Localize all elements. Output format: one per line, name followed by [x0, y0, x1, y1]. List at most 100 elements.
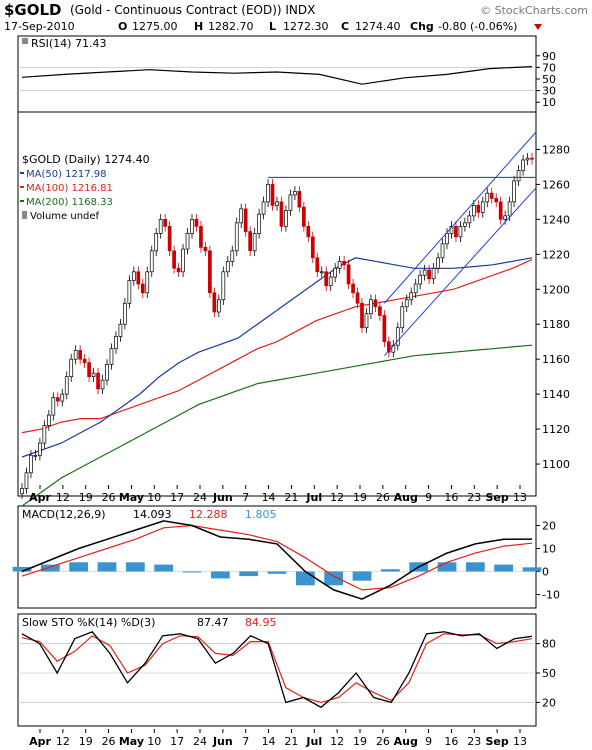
candle-body: [284, 210, 288, 227]
price-tick-label: 1100: [542, 458, 570, 471]
candle-body: [127, 280, 132, 304]
macd-histogram-bar: [40, 564, 60, 572]
open-value: 1275.00: [132, 20, 178, 33]
price-tick-label: 1240: [542, 213, 570, 226]
macd-histogram-bar: [522, 567, 542, 572]
candle-body: [512, 180, 516, 203]
x-axis-middle: Apr 12 19 26 May 10 17 24 Jun 7 14 21 Jul 12 19 26 Aug 9 1…: [29, 485, 527, 504]
price-tick-label: 1120: [542, 423, 570, 436]
sto-label: Slow STO %K(14) %D(3): [22, 616, 155, 629]
sto-tick-label: 80: [542, 638, 556, 651]
x-tick-label: 14: [262, 491, 276, 504]
price-title: $GOLD (Daily) 1274.40: [22, 153, 150, 166]
candle-body: [306, 226, 311, 238]
candle-body: [167, 226, 172, 252]
x-tick-label: 16: [444, 735, 458, 748]
x-tick-label: May: [119, 491, 144, 504]
x-tick-label: 17: [170, 491, 184, 504]
x-tick-label: 13: [513, 491, 527, 504]
macd-histogram-bar: [182, 571, 202, 573]
x-tick-label: Jul: [305, 735, 322, 748]
candle-body: [91, 372, 96, 378]
candle-body: [136, 271, 141, 285]
sto-k-value: 87.47: [197, 616, 229, 629]
candle-body: [105, 364, 109, 381]
change-label: Chg: [410, 20, 434, 33]
candle-body: [109, 348, 114, 365]
candle-body: [422, 269, 427, 276]
macd-histogram-bar: [69, 562, 89, 572]
legend-ma50: MA(50) 1217.98: [26, 169, 107, 180]
macd-histogram-bar: [437, 562, 457, 572]
candle-body: [212, 292, 217, 313]
rsi-tick-label: 10: [542, 96, 556, 109]
candle-body: [467, 215, 472, 224]
x-tick-label: 10: [147, 735, 161, 748]
candle-body: [516, 170, 521, 182]
candle-body: [297, 191, 302, 208]
candle-body: [404, 299, 409, 308]
candle-body: [158, 219, 163, 234]
candle-body: [51, 397, 56, 416]
price-tick-label: 1220: [542, 248, 570, 261]
candle-body: [239, 208, 244, 224]
x-tick-label: Jun: [212, 491, 233, 504]
channel-upper-line: [383, 131, 537, 304]
sto-tick-label: 50: [542, 667, 556, 680]
price-legend: $GOLD (Daily) 1274.40 MA(50) 1217.98 MA(…: [20, 153, 150, 222]
x-tick-label: 24: [193, 491, 207, 504]
candle-body: [476, 205, 481, 213]
quote-date: 17-Sep-2010: [4, 20, 75, 33]
candle-body: [248, 231, 253, 252]
candle-body: [24, 472, 29, 489]
candle-body: [409, 292, 414, 301]
x-tick-label: 21: [284, 491, 298, 504]
x-tick-label: 9: [425, 491, 432, 504]
candle-body: [507, 201, 512, 217]
high-value: 1282.70: [208, 20, 254, 33]
candle-body: [463, 222, 467, 227]
candle-body: [525, 157, 530, 161]
price-tick-label: 1280: [542, 143, 570, 156]
x-tick-label: 13: [513, 735, 527, 748]
candle-body: [87, 362, 91, 378]
x-tick-label: 14: [262, 735, 276, 748]
rsi-line: [21, 66, 533, 85]
macd-tick-label: -10: [542, 589, 560, 602]
legend-ma100: MA(100) 1216.81: [26, 183, 113, 194]
candle-body: [310, 236, 315, 259]
candle-body: [319, 271, 324, 274]
volume-swatch: [22, 211, 27, 219]
candle-body: [20, 488, 24, 495]
candle-body: [208, 250, 212, 294]
macd-histogram-bar: [125, 562, 145, 572]
x-tick-label: Aug: [394, 491, 418, 504]
x-tick-label: 19: [353, 491, 367, 504]
low-label: L: [269, 20, 276, 33]
macd-histogram-bar: [324, 571, 344, 586]
candle-body: [301, 206, 306, 227]
candle-body: [261, 201, 266, 215]
candle-body: [203, 246, 208, 252]
price-tick-label: 1200: [542, 283, 570, 296]
x-tick-label: 7: [242, 735, 249, 748]
candle-body: [288, 194, 293, 211]
candle-body: [149, 250, 154, 273]
macd-histogram-bar: [352, 571, 372, 581]
rsi-swatch: [22, 38, 28, 44]
candle-body: [73, 350, 78, 360]
candle-body: [360, 302, 364, 329]
candle-body: [185, 232, 190, 250]
macd-panel: MACD(12,26,9) 14.093 12.288 1.805 20 10 0 -…: [12, 508, 560, 602]
x-tick-label: 17: [170, 735, 184, 748]
candle-body: [100, 379, 105, 390]
candle-body: [382, 315, 387, 343]
candle-body: [38, 442, 42, 456]
candle-body: [221, 271, 226, 301]
macd-histogram-bar: [12, 566, 32, 572]
sto-k-line: [21, 631, 533, 709]
price-tick-label: 1160: [542, 353, 570, 366]
macd-tick-label: 10: [542, 543, 556, 556]
candle-body: [42, 425, 47, 444]
